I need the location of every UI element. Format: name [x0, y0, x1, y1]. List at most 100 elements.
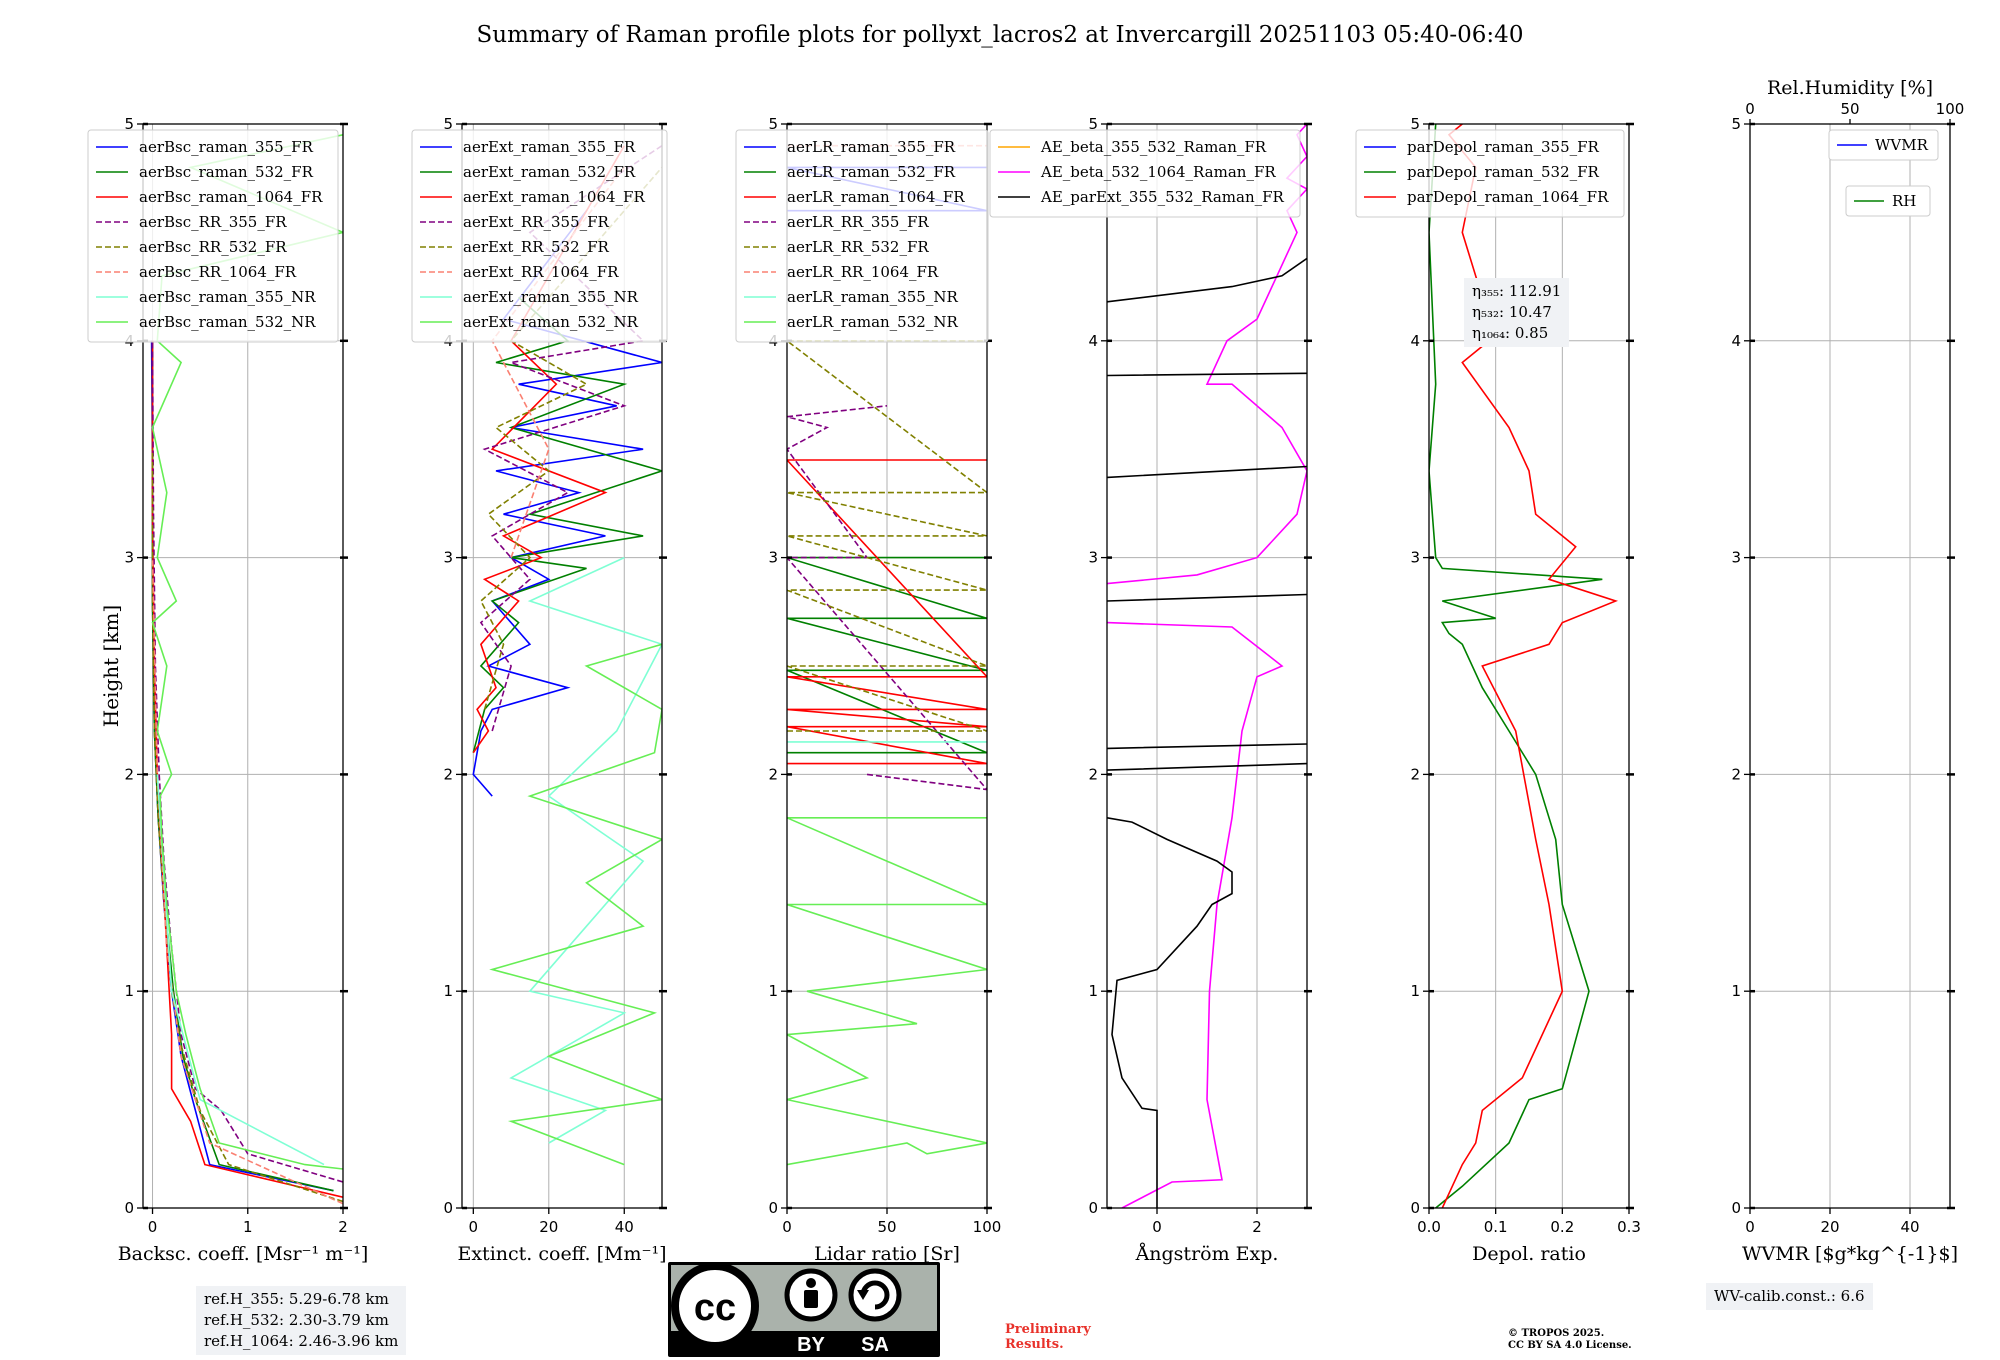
copyright-line-2: CC BY SA 4.0 License.	[1508, 1340, 1632, 1351]
y-tick-label: 0	[1088, 1199, 1098, 1217]
y-tick-label: 4	[1410, 332, 1420, 350]
legend-entry: aerExt_RR_355_FR	[463, 213, 610, 231]
share-alike-icon	[848, 1268, 902, 1322]
legend-entry: aerLR_RR_532_FR	[787, 238, 929, 256]
legend-entry: aerExt_RR_1064_FR	[463, 263, 619, 281]
eta-1064: η₁₀₆₄: 0.85	[1472, 324, 1549, 342]
legend-entry: AE_parExt_355_532_Raman_FR	[1040, 188, 1285, 206]
x-tick-label: 2	[338, 1218, 348, 1236]
axes-frame	[461, 123, 663, 1209]
y-tick-label: 5	[1088, 115, 1098, 133]
legend-entry: aerBsc_RR_1064_FR	[139, 263, 297, 281]
legend-entry: parDepol_raman_355_FR	[1407, 138, 1600, 156]
ref-height-532: ref.H_532: 2.30-3.79 km	[204, 1311, 389, 1329]
ref-height-1064: ref.H_1064: 2.46-3.96 km	[204, 1332, 399, 1350]
x-tick-label: 20	[1820, 1218, 1839, 1236]
legend-entry: aerBsc_raman_355_FR	[139, 138, 314, 156]
legend-entry: aerLR_raman_355_NR	[787, 288, 958, 306]
y-tick-label: 4	[1731, 332, 1741, 350]
eta-355: η₃₅₅: 112.91	[1472, 282, 1562, 300]
y-tick-label: 3	[768, 549, 778, 567]
y-tick-label: 0	[1731, 1199, 1741, 1217]
series-aerbsc-raman-532-fr	[151, 340, 334, 1192]
axes-frame	[1428, 123, 1630, 1209]
x-tick-label: 1	[243, 1218, 253, 1236]
x-axis-label: Backsc. coeff. [Msr⁻¹ m⁻¹]	[118, 1243, 369, 1265]
legend-entry: parDepol_raman_1064_FR	[1407, 188, 1609, 206]
wv-calibration-box: WV-calib.const.: 6.6	[1706, 1283, 1873, 1310]
series-aerlr-rr-532-fr	[787, 340, 987, 732]
legend-entry: aerBsc_RR_532_FR	[139, 238, 287, 256]
y-tick-label: 5	[443, 115, 453, 133]
legend: AE_beta_355_532_Raman_FR AE_beta_532_1064…	[989, 129, 1301, 218]
y-tick-label: 1	[1731, 982, 1741, 1000]
y-tick-label: 2	[1410, 765, 1420, 783]
series-aerlr-raman-532-nr	[787, 817, 987, 1166]
eta-info-box: η₃₅₅: 112.91 η₅₃₂: 10.47 η₁₀₆₄: 0.85	[1464, 278, 1570, 347]
y-tick-label: 1	[443, 982, 453, 1000]
y-tick-label: 0	[124, 1199, 134, 1217]
legend-entry: aerLR_raman_532_FR	[787, 163, 956, 181]
copyright-line-1: © TROPOS 2025.	[1508, 1328, 1605, 1339]
panel-wv: 0 20 40 0 1 2 3 4 5 WVMR [$g*kg^{-1}$] 0 50 100Rel.H…	[1731, 77, 1964, 1265]
svg-text:cc: cc	[694, 1287, 736, 1329]
legend: aerLR_raman_355_FR aerLR_raman_532_FR aerL…	[735, 129, 989, 343]
y-tick-label: 2	[768, 765, 778, 783]
cc-by-sa-license-badge: cc BY SA	[668, 1262, 940, 1357]
preliminary-line-1: Preliminary	[1005, 1322, 1091, 1337]
y-tick-label: 3	[1731, 549, 1741, 567]
legend-entry: AE_beta_532_1064_Raman_FR	[1040, 163, 1276, 181]
legend-entry: aerLR_RR_355_FR	[787, 213, 929, 231]
series-aerext-raman-532-nr	[489, 643, 662, 1166]
legend-entry: aerBsc_raman_355_NR	[139, 288, 316, 306]
legend-wvmr: WVMR	[1828, 129, 1939, 161]
series-pardepol-raman-532-fr	[1429, 124, 1603, 1208]
x-tick-label: 40	[615, 1218, 634, 1236]
legend: aerExt_raman_355_FR aerExt_raman_532_FRae…	[411, 129, 668, 343]
y-tick-label: 1	[124, 982, 134, 1000]
legend-entry: aerExt_raman_532_FR	[463, 163, 636, 181]
legend-entry: aerExt_raman_1064_FR	[463, 188, 645, 206]
y-tick-label: 4	[1088, 332, 1098, 350]
top-axis-label: Rel.Humidity [%]	[1767, 77, 1933, 99]
panel-ae: 0 2 0 1 2 3 4 5 Ångström Exp. AE_beta_355_532_Ram…	[989, 115, 1312, 1265]
panel-lr: 050100012345Lidar ratio [Sr]aerLR_raman_…	[735, 115, 1001, 1265]
y-tick-label: 3	[443, 549, 453, 567]
y-tick-label: 3	[1410, 549, 1420, 567]
x-tick-label: 50	[877, 1218, 896, 1236]
series-aerext-rr-532-fr	[479, 166, 662, 710]
top-tick-label: 100	[1936, 100, 1965, 118]
legend-entry: aerExt_raman_355_NR	[463, 288, 639, 306]
legend: parDepol_raman_355_FR parDepol_raman_532_…	[1355, 129, 1625, 218]
x-tick-label: 0	[1745, 1218, 1755, 1236]
y-tick-label: 1	[1410, 982, 1420, 1000]
reference-height-box: ref.H_355: 5.29-6.78 km ref.H_532: 2.30-…	[196, 1286, 407, 1355]
x-tick-label: 20	[539, 1218, 558, 1236]
panel-bsc: 012012345Backsc. coeff. [Msr⁻¹ m⁻¹]aerBs…	[87, 115, 369, 1265]
eta-532: η₅₃₂: 10.47	[1472, 303, 1552, 321]
series-aerext-raman-1064-fr	[472, 145, 625, 754]
series-aerlr-rr-355-fr	[787, 405, 987, 791]
legend-entry: AE_beta_355_532_Raman_FR	[1040, 138, 1267, 156]
x-axis-label: Depol. ratio	[1472, 1243, 1586, 1265]
top-tick-label: 0	[1745, 100, 1755, 118]
legend-entry: aerBsc_raman_1064_FR	[139, 188, 323, 206]
x-tick-label: 0	[148, 1218, 158, 1236]
y-tick-label: 0	[1410, 1199, 1420, 1217]
legend-entry: aerLR_raman_1064_FR	[787, 188, 965, 206]
x-tick-label: 0	[469, 1218, 479, 1236]
y-tick-label: 5	[1731, 115, 1741, 133]
cc-icon	[671, 1262, 759, 1350]
cc-by-label: BY	[797, 1334, 825, 1356]
legend-entry: aerBsc_RR_355_FR	[139, 213, 287, 231]
y-tick-label: 5	[768, 115, 778, 133]
legend: aerBsc_raman_355_FR aerBsc_raman_532_FRae…	[87, 129, 339, 343]
legend-entry: aerLR_raman_355_FR	[787, 138, 956, 156]
preliminary-line-2: Results.	[1005, 1337, 1064, 1352]
legend-entry: aerBsc_raman_532_FR	[139, 163, 314, 181]
legend-entry: aerLR_RR_1064_FR	[787, 263, 939, 281]
top-tick-label: 50	[1840, 100, 1859, 118]
y-tick-label: 3	[1088, 549, 1098, 567]
y-tick-label: 2	[1731, 765, 1741, 783]
series-aerext-raman-355-fr	[472, 210, 662, 797]
